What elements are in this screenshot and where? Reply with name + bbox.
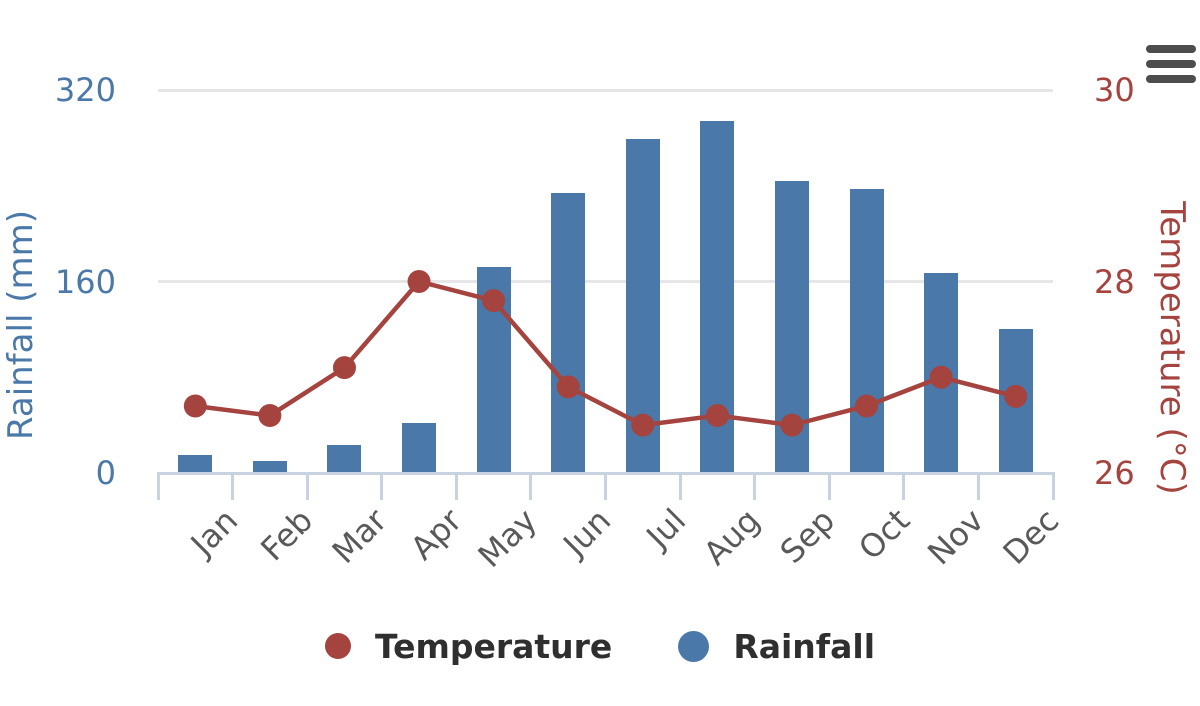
x-axis-label-aug: Aug bbox=[696, 501, 768, 573]
legend-item-temperature[interactable]: Temperature bbox=[324, 626, 613, 666]
x-axis-label-feb: Feb bbox=[253, 501, 321, 569]
temperature-point-dec[interactable] bbox=[1004, 384, 1028, 408]
x-axis-tick bbox=[529, 471, 533, 500]
x-axis-tick bbox=[827, 471, 831, 500]
x-axis-tick bbox=[380, 471, 384, 500]
x-axis-label-jul: Jul bbox=[638, 501, 693, 556]
x-axis-tick bbox=[231, 471, 235, 500]
legend-label-rainfall: Rainfall bbox=[733, 626, 876, 666]
rainfall-bar-mar[interactable] bbox=[327, 445, 362, 473]
legend-item-rainfall[interactable]: Rainfall bbox=[678, 627, 875, 666]
x-axis-tick bbox=[156, 471, 160, 500]
left-axis-tick-label: 320 bbox=[54, 71, 116, 109]
right-axis-tick-label: 30 bbox=[1094, 71, 1135, 109]
gridline-320 bbox=[158, 88, 1053, 92]
temperature-point-jun[interactable] bbox=[556, 375, 580, 399]
temperature-point-nov[interactable] bbox=[929, 365, 953, 389]
right-axis-tick-label: 26 bbox=[1094, 454, 1135, 492]
temperature-point-sep[interactable] bbox=[780, 413, 804, 437]
x-axis-label-nov: Nov bbox=[920, 501, 992, 573]
temperature-point-aug[interactable] bbox=[705, 404, 729, 428]
x-axis-label-apr: Apr bbox=[403, 501, 470, 568]
x-axis-tick bbox=[753, 471, 757, 500]
x-axis-tick bbox=[454, 471, 458, 500]
rainfall-bar-feb[interactable] bbox=[252, 461, 287, 473]
x-axis-label-jun: Jun bbox=[556, 501, 619, 564]
x-axis-label-dec: Dec bbox=[995, 501, 1066, 572]
rainfall-bar-jun[interactable] bbox=[551, 192, 586, 473]
temperature-point-jan[interactable] bbox=[183, 394, 207, 418]
temperature-line bbox=[195, 279, 1017, 428]
x-axis-tick bbox=[604, 471, 607, 500]
x-axis-tick bbox=[976, 471, 980, 500]
temperature-point-may[interactable] bbox=[482, 289, 506, 313]
temperature-point-apr[interactable] bbox=[407, 270, 431, 293]
rainfall-bar-jan[interactable] bbox=[178, 455, 213, 473]
legend: Temperature Rainfall bbox=[0, 620, 1200, 672]
x-axis-tick bbox=[1051, 471, 1055, 500]
right-axis-tick-label: 28 bbox=[1094, 262, 1135, 301]
x-axis-label-oct: Oct bbox=[850, 501, 917, 568]
x-axis-tick bbox=[902, 471, 906, 500]
temperature-point-mar[interactable] bbox=[332, 356, 356, 380]
x-axis-label-jan: Jan bbox=[183, 501, 246, 564]
hamburger-menu-icon bbox=[1146, 45, 1198, 83]
gridline-160 bbox=[158, 280, 1053, 283]
temperature-point-jul[interactable] bbox=[631, 413, 655, 437]
chart-menu-button[interactable] bbox=[1146, 45, 1198, 85]
temperature-legend-marker-icon bbox=[324, 633, 351, 659]
temperature-point-feb[interactable] bbox=[258, 404, 282, 428]
x-axis-label-sep: Sep bbox=[772, 501, 843, 571]
x-axis-label-mar: Mar bbox=[325, 501, 395, 571]
x-axis-tick bbox=[678, 471, 682, 500]
legend-label-temperature: Temperature bbox=[374, 626, 613, 666]
x-axis-label-may: May bbox=[470, 501, 544, 575]
temperature-point-oct[interactable] bbox=[855, 394, 879, 418]
right-axis-title: Temperature (°C) bbox=[1152, 201, 1192, 495]
rainfall-bar-oct[interactable] bbox=[849, 189, 884, 473]
left-axis-title: Rainfall (mm) bbox=[1, 210, 41, 440]
left-axis-tick-label: 160 bbox=[54, 262, 116, 301]
rainfall-bar-apr[interactable] bbox=[402, 422, 437, 473]
left-axis-tick-label: 0 bbox=[95, 454, 116, 492]
rainfall-legend-marker-icon bbox=[678, 630, 710, 662]
x-axis-tick bbox=[305, 471, 309, 500]
